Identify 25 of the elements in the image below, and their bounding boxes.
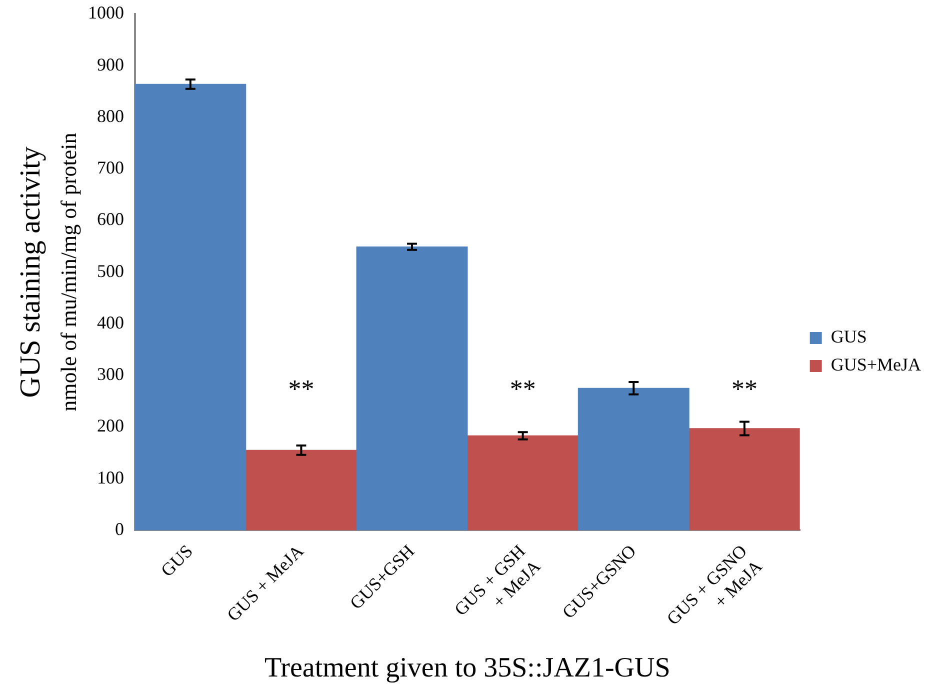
bar bbox=[467, 435, 579, 530]
bar bbox=[356, 246, 468, 530]
y-tick-label: 400 bbox=[97, 312, 124, 332]
y-tick-label: 600 bbox=[97, 209, 124, 230]
y-tick-label: 300 bbox=[97, 364, 124, 384]
annotation: ** bbox=[510, 374, 536, 404]
bar bbox=[135, 84, 246, 530]
y-tick-label: 200 bbox=[97, 416, 124, 436]
bar bbox=[578, 388, 690, 530]
y-tick-label: 100 bbox=[97, 467, 124, 488]
y-tick-label: 500 bbox=[97, 260, 124, 281]
y-tick-label: 1000 bbox=[88, 2, 124, 23]
annotation: ** bbox=[731, 374, 758, 404]
y-tick-label: 900 bbox=[97, 54, 124, 74]
x-axis-title: Treatment given to 35S::JAZ1-GUS bbox=[264, 652, 670, 684]
y-tick-label: 0 bbox=[115, 518, 124, 539]
legend-label: GUS bbox=[830, 326, 867, 347]
annotation: ** bbox=[288, 374, 314, 404]
y-tick-label: 700 bbox=[97, 158, 124, 178]
legend-label: GUS+MeJA bbox=[830, 354, 922, 375]
x-tick-label: GUS bbox=[156, 540, 197, 580]
y-axis-title: GUS staining activity nmole of mu/min/mg of protein bbox=[14, 132, 81, 412]
bar bbox=[688, 428, 800, 530]
bar bbox=[245, 450, 357, 530]
y-tick-label: 800 bbox=[97, 106, 124, 126]
